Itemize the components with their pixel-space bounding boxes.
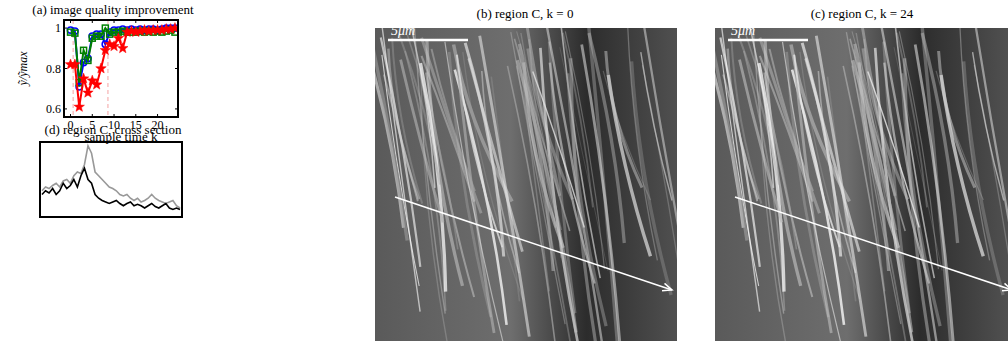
fiber xyxy=(854,49,885,291)
cross-section-line xyxy=(42,146,180,208)
y-tick-label: 1 xyxy=(55,21,61,35)
fiber xyxy=(868,72,920,228)
fiber xyxy=(480,36,530,337)
fiber xyxy=(720,38,759,267)
fiber xyxy=(388,49,419,200)
scale-bar xyxy=(388,39,468,42)
fiber xyxy=(897,33,927,208)
plot-area xyxy=(65,20,178,117)
frame xyxy=(40,142,182,217)
microscopy-image xyxy=(375,28,677,341)
fiber xyxy=(508,66,558,341)
fiber xyxy=(399,35,440,185)
marker xyxy=(78,73,88,83)
y-tick-label: 0.8 xyxy=(46,62,61,76)
fiber xyxy=(463,52,523,299)
y-label: ỹ/ỹmax xyxy=(16,51,30,87)
fiber xyxy=(643,65,678,341)
fiber xyxy=(855,44,889,271)
marker xyxy=(118,43,128,53)
marker xyxy=(98,33,104,39)
fiber xyxy=(519,44,553,271)
fiber xyxy=(783,42,841,341)
marker xyxy=(70,59,80,69)
fiber xyxy=(533,72,585,228)
microscopy-image xyxy=(715,28,1008,341)
scale-bar-label: 5μm xyxy=(391,23,415,38)
fiber xyxy=(519,49,550,291)
marker xyxy=(102,25,108,31)
image-background xyxy=(715,28,1008,341)
fiber xyxy=(753,28,784,314)
fiber xyxy=(521,33,561,230)
plot-area xyxy=(42,146,180,210)
marker xyxy=(74,101,84,111)
marker xyxy=(85,57,91,63)
fiber xyxy=(445,42,503,341)
marker xyxy=(113,33,123,43)
series-line xyxy=(71,28,175,87)
marker xyxy=(91,79,101,89)
fiber xyxy=(748,28,773,188)
fiber xyxy=(905,58,934,341)
fiber xyxy=(800,52,860,299)
image-background xyxy=(375,28,677,341)
fiber xyxy=(449,52,491,317)
frame xyxy=(64,20,178,117)
fiber xyxy=(976,28,1008,341)
figure: (a) image quality improvementsample time… xyxy=(0,0,1008,341)
y-tick-label: 0.6 xyxy=(46,102,61,116)
cross-section-arrow xyxy=(735,197,1008,290)
fiber xyxy=(759,63,784,292)
title: (d) region C, cross section xyxy=(45,122,182,137)
fiber xyxy=(816,36,866,337)
cross-section-line xyxy=(42,168,180,209)
marker xyxy=(72,30,78,36)
fiber xyxy=(787,52,829,317)
scale-bar xyxy=(728,39,808,42)
fiber xyxy=(974,65,1008,341)
title: (a) image quality improvement xyxy=(32,2,194,17)
title: (c) region C, k = 24 xyxy=(811,6,914,21)
arrow-head xyxy=(662,283,672,290)
cross-section-arrow xyxy=(395,197,672,290)
fiber xyxy=(856,33,897,230)
marker xyxy=(83,87,93,97)
scale-bar-label: 5μm xyxy=(731,23,755,38)
title: (b) region C, k = 0 xyxy=(477,6,574,21)
fiber xyxy=(589,33,624,243)
fiber xyxy=(728,49,759,200)
fiber xyxy=(381,38,421,267)
fiber xyxy=(414,28,445,314)
fiber xyxy=(382,28,420,312)
marker xyxy=(96,63,106,73)
fiber xyxy=(843,66,893,341)
fiber xyxy=(401,60,443,223)
fiber xyxy=(563,33,593,208)
series-line xyxy=(71,28,175,107)
marker xyxy=(170,23,178,33)
fiber xyxy=(606,51,642,188)
fiber xyxy=(721,55,758,286)
marker xyxy=(81,47,87,53)
fiber xyxy=(922,33,957,243)
fiber xyxy=(644,28,677,341)
series-line xyxy=(71,28,175,83)
arrow-head xyxy=(1002,283,1008,290)
fiber xyxy=(409,28,435,188)
marker xyxy=(109,41,119,51)
fiber xyxy=(939,51,975,188)
